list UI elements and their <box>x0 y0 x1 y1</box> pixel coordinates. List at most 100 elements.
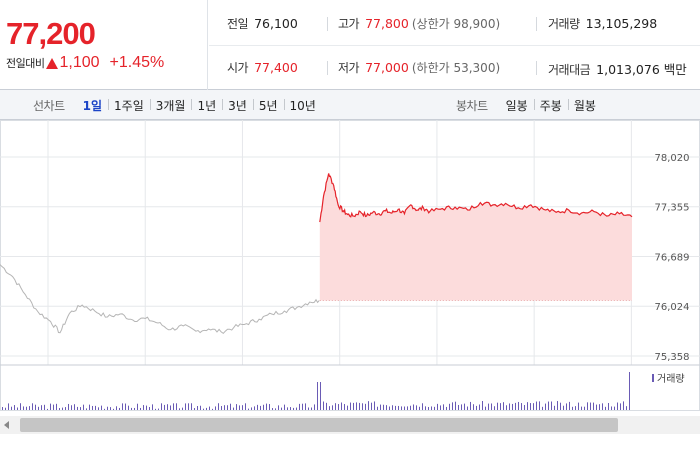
stat-label: 고가 <box>338 17 360 31</box>
volume-bar <box>269 404 270 410</box>
tab-5y[interactable]: 5년 <box>252 97 284 114</box>
volume-bar <box>236 404 237 410</box>
tab-3y[interactable]: 3년 <box>222 97 253 114</box>
volume-bar <box>452 402 453 410</box>
volume-bar <box>575 406 576 410</box>
volume-bar <box>341 402 342 410</box>
y-tick-label: 78,020 <box>655 153 690 164</box>
tab-10y[interactable]: 10년 <box>283 97 322 114</box>
tab-1d[interactable]: 1일 <box>82 98 103 113</box>
quote-stats: 전일 76,100 고가 77,800 (상한가 98,900) 거래량 13,… <box>209 0 700 90</box>
volume-bar <box>410 405 411 410</box>
volume-bar <box>116 406 117 410</box>
stat-value: 77,400 <box>254 60 298 75</box>
volume-bar <box>104 408 105 410</box>
tab-daily[interactable]: 일봉 <box>505 98 528 113</box>
volume-bar <box>389 406 390 410</box>
stat-label: 전일 <box>227 17 249 31</box>
volume-bar <box>503 402 504 410</box>
volume-bar <box>440 405 441 410</box>
volume-bar <box>179 408 180 410</box>
chart-period-tabs: 선차트 1일 1주일 3개월 1년 3년 5년 10년 봉차트 일봉 주봉 월봉 <box>0 90 700 120</box>
stat-value: 13,105,298 <box>585 16 658 31</box>
divider <box>327 61 328 75</box>
volume-bar <box>317 382 318 410</box>
volume-bar <box>611 406 612 410</box>
volume-bar <box>524 405 525 410</box>
volume-bar <box>224 405 225 410</box>
volume-bar <box>44 404 45 410</box>
volume-bar <box>311 407 312 410</box>
volume-bar <box>467 406 468 410</box>
volume-bar <box>377 406 378 410</box>
volume-bar <box>305 403 306 410</box>
stat-high: 고가 77,800 (상한가 98,900) <box>338 15 500 32</box>
tab-1y[interactable]: 1년 <box>191 97 222 114</box>
volume-bar <box>590 402 591 410</box>
volume-bar <box>368 401 369 410</box>
volume-bar <box>623 401 624 410</box>
volume-bar <box>38 406 39 410</box>
tab-3m[interactable]: 3개월 <box>149 97 192 114</box>
row-divider <box>209 45 700 46</box>
volume-bar <box>188 403 189 410</box>
volume-bar <box>530 403 531 410</box>
price-line <box>319 173 633 223</box>
volume-bar <box>554 405 555 410</box>
stat-value: 1,013,076 백만 <box>596 62 687 77</box>
volume-bar <box>302 403 303 410</box>
tab-monthly[interactable]: 월봉 <box>567 97 602 114</box>
tab-1w[interactable]: 1주일 <box>108 97 150 114</box>
scroll-thumb[interactable] <box>20 418 618 432</box>
upper-limit: (상한가 98,900) <box>411 17 501 31</box>
scroll-left-arrow-icon[interactable] <box>4 421 9 429</box>
quote-header: 77,200 전일대비 1,100 +1.45% 전일 76,100 고가 77… <box>0 0 700 90</box>
volume-bar <box>461 404 462 410</box>
chart-scrollbar[interactable] <box>0 416 700 434</box>
volume-bar <box>158 408 159 410</box>
volume-bar <box>59 408 60 410</box>
volume-bar <box>41 405 42 410</box>
volume-bar <box>221 406 222 410</box>
volume-bar <box>161 403 162 410</box>
volume-bar <box>458 404 459 410</box>
volume-bar <box>443 404 444 410</box>
volume-bar <box>446 406 447 410</box>
price-box: 77,200 전일대비 1,100 +1.45% <box>0 0 208 90</box>
volume-bar <box>23 406 24 410</box>
volume-bar <box>584 406 585 410</box>
volume-bar <box>419 406 420 410</box>
volume-bar <box>533 403 534 410</box>
volume-bar <box>125 403 126 410</box>
candle-chart-tabs: 봉차트 일봉 주봉 월봉 <box>456 90 602 120</box>
after-open-area <box>319 173 632 301</box>
volume-bar <box>62 407 63 410</box>
divider <box>536 17 537 31</box>
volume-bar <box>335 403 336 410</box>
tab-weekly[interactable]: 주봉 <box>533 97 568 114</box>
volume-bar <box>50 403 51 410</box>
volume-bar <box>620 403 621 410</box>
volume-bar <box>137 403 138 410</box>
volume-bar <box>185 403 186 410</box>
divider <box>327 17 328 31</box>
volume-bar <box>587 402 588 410</box>
volume-bar <box>242 405 243 410</box>
volume-bar <box>428 406 429 410</box>
volume-bar <box>542 406 543 410</box>
volume-bar <box>308 407 309 410</box>
volume-bar <box>194 408 195 410</box>
volume-bar <box>497 402 498 410</box>
volume-bar <box>545 403 546 410</box>
volume-bar <box>245 403 246 410</box>
volume-bar <box>398 405 399 410</box>
volume-bar <box>629 372 630 410</box>
volume-bar <box>383 404 384 410</box>
price-chart: 78,020 77,355 76,689 76,024 75,358 거래량 <box>0 120 700 420</box>
volume-bar <box>8 403 9 410</box>
volume-bar <box>299 403 300 410</box>
volume-bar <box>26 406 27 410</box>
volume-bar <box>491 403 492 410</box>
volume-bar <box>386 405 387 410</box>
volume-bar <box>596 404 597 410</box>
